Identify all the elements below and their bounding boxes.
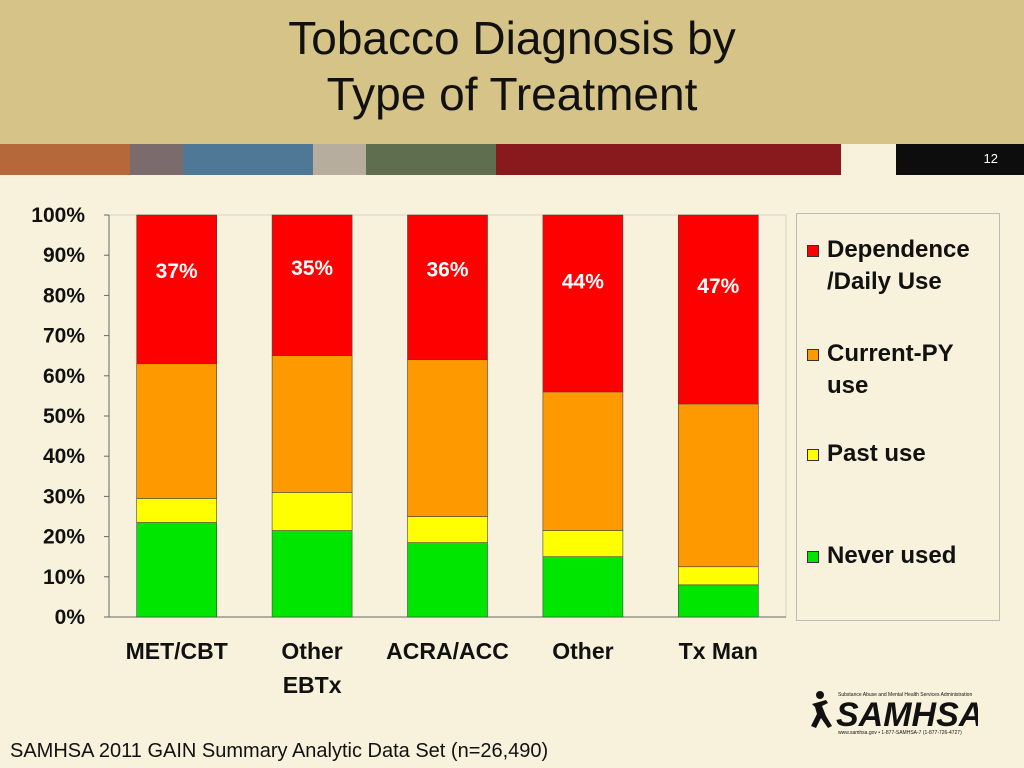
bar-segment: [136, 498, 217, 523]
bar-segment: [542, 556, 624, 618]
y-tick-label: 20%: [43, 526, 85, 549]
samhsa-logo: Substance Abuse and Mental Health Servic…: [808, 688, 983, 738]
y-tick-label: 0%: [55, 606, 86, 629]
running-figure-icon: [811, 691, 832, 728]
logo-contact: www.samhsa.gov • 1-877-SAMHSA-7 (1-877-7…: [838, 730, 962, 736]
x-tick-label: Other: [281, 638, 342, 664]
bar-segment: [542, 530, 624, 558]
stripe-1: [0, 144, 130, 175]
slide-title: Tobacco Diagnosis by Type of Treatment: [0, 10, 1024, 122]
x-tick-label: ACRA/ACC: [386, 638, 509, 664]
stripe-5: [366, 144, 496, 175]
bar-segment: [136, 522, 217, 618]
title-line-1: Tobacco Diagnosis by: [288, 12, 736, 64]
x-tick-label: EBTx: [283, 672, 342, 698]
bar-segment: [677, 584, 759, 618]
y-tick-label: 50%: [43, 405, 85, 428]
slide-number-box: 12: [896, 144, 1024, 175]
stripe-6: [496, 144, 841, 175]
title-band: [0, 0, 1024, 144]
logo-name: SAMHSA: [836, 696, 978, 734]
data-label: 37%: [156, 260, 198, 283]
bar-segment: [136, 363, 217, 499]
stripe-3: [183, 144, 313, 175]
bar-segment: [407, 214, 488, 361]
y-tick-label: 80%: [43, 284, 85, 307]
bar-segment: [271, 214, 353, 356]
bar-segment: [407, 516, 488, 543]
source-note: SAMHSA 2011 GAIN Summary Analytic Data S…: [10, 740, 549, 762]
slide-number: 12: [983, 151, 998, 166]
y-tick-label: 60%: [43, 365, 85, 388]
samhsa-logo-graphic: Substance Abuse and Mental Health Servic…: [811, 691, 983, 736]
stripe-4: [313, 144, 366, 175]
stripe-2: [130, 144, 183, 175]
legend-label-current-py: Current-PY use: [827, 340, 954, 399]
y-tick-label: 30%: [43, 485, 85, 508]
data-label: 44%: [562, 270, 604, 293]
chart-legend: Dependence /Daily Use Current-PY use Pas…: [796, 213, 1000, 621]
title-line-2: Type of Treatment: [326, 68, 698, 120]
data-label: 35%: [291, 257, 333, 280]
legend-swatch-past-use: [807, 449, 819, 461]
bar-segment: [677, 403, 759, 568]
legend-label-never-used: Never used: [827, 542, 957, 569]
bar-segment: [677, 566, 759, 586]
legend-swatch-current-py: [807, 349, 819, 361]
x-tick-label: Other: [552, 638, 613, 664]
legend-label-past-use: Past use: [827, 440, 926, 467]
bar-segment: [271, 530, 353, 618]
bar-segment: [677, 214, 759, 405]
legend-swatch-never-used: [807, 551, 819, 563]
stacked-bar-chart: 0% 10% 20% 30% 40% 50% 60% 70% 80% 90% 100% 37% MET/…: [31, 204, 787, 698]
y-tick-label: 100%: [31, 204, 85, 227]
bar-segment: [542, 214, 624, 393]
logo-tagline: Substance Abuse and Mental Health Servic…: [838, 692, 972, 698]
legend-swatch-dependence: [807, 245, 819, 257]
bar-segment: [271, 355, 353, 493]
y-tick-label: 90%: [43, 244, 85, 267]
y-tick-label: 10%: [43, 566, 85, 589]
bar-segment: [136, 214, 217, 365]
y-tick-label: 40%: [43, 445, 85, 468]
x-tick-label: MET/CBT: [126, 638, 228, 664]
data-label: 47%: [697, 275, 739, 298]
legend-label-dependence: Dependence /Daily Use: [827, 236, 970, 295]
data-label: 36%: [426, 259, 468, 282]
bar-segment: [407, 542, 488, 618]
y-tick-label: 70%: [43, 325, 85, 348]
bar-segment: [271, 492, 353, 531]
bar-segment: [407, 359, 488, 517]
x-tick-label: Tx Man: [679, 638, 758, 664]
bar-segment: [542, 391, 624, 531]
